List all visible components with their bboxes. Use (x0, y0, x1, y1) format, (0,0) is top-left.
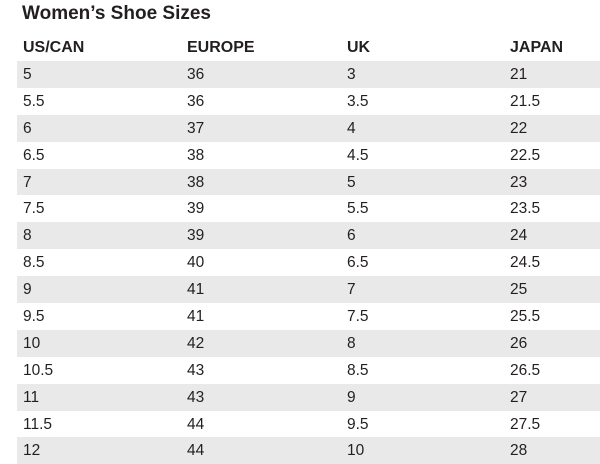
table-cell: 9 (347, 388, 356, 406)
table-cell: 44 (187, 442, 205, 460)
table-cell: 22.5 (510, 146, 541, 164)
table-cell: 43 (187, 388, 205, 406)
table-row: 11 43 9 27 (17, 383, 600, 411)
table-cell: 10 (347, 442, 365, 460)
table-cell: 8 (347, 334, 356, 352)
table-cell: 41 (187, 281, 205, 299)
table-cell: 24.5 (510, 254, 541, 272)
title: Women’s Shoe Sizes (22, 3, 211, 24)
table-cell: 5 (23, 66, 32, 83)
table-cell: 11.5 (23, 415, 53, 433)
table-row: 8 39 6 24 (17, 222, 600, 250)
table-row: 9 41 7 25 (17, 276, 600, 304)
table-cell: 5.5 (23, 92, 45, 110)
table-cell: 25.5 (510, 308, 541, 326)
table-row: 11.5 44 9.5 27.5 (17, 411, 600, 438)
table-row: 6.5 38 4.5 22.5 (17, 142, 600, 169)
table-row: 10.5 43 8.5 26.5 (17, 357, 600, 384)
table-row: 7 38 5 23 (17, 168, 600, 196)
table-cell: 24 (510, 227, 528, 245)
table-cell: 9.5 (347, 415, 369, 433)
table-cell: 4.5 (347, 146, 369, 164)
table-cell: 7.5 (23, 200, 45, 218)
column-header: UK (347, 39, 371, 56)
table-cell: 28 (510, 442, 528, 460)
table-cell: 3 (347, 66, 356, 83)
column-header: US/CAN (23, 39, 85, 56)
table-cell: 27 (510, 388, 528, 406)
table-cell: 8.5 (23, 254, 45, 272)
table-row: 5 36 3 21 (17, 61, 600, 88)
table-cell: 8 (23, 227, 32, 245)
table-cell: 23.5 (510, 200, 541, 218)
size-table: US/CAN EUROPE UK JAPAN 5 36 3 21 5.5 36 3.5 21.5 6 37… (17, 34, 600, 464)
table-cell: 27.5 (510, 415, 541, 433)
table-cell: 5 (347, 173, 356, 191)
table-cell: 44 (187, 415, 205, 433)
table-cell: 9.5 (23, 308, 45, 326)
table-cell: 4 (347, 119, 356, 137)
table-row: 10 42 8 26 (17, 329, 600, 357)
table-cell: 26 (510, 334, 528, 352)
table-cell: 6 (23, 119, 32, 137)
table-cell: 11 (23, 388, 40, 406)
table-row: 5.5 36 3.5 21.5 (17, 88, 600, 115)
table-cell: 43 (187, 361, 205, 379)
table-cell: 7 (347, 281, 356, 299)
table-cell: 9 (23, 281, 32, 299)
table-cell: 6.5 (347, 254, 369, 272)
table-cell: 8.5 (347, 361, 369, 379)
column-header: EUROPE (187, 39, 255, 56)
table-row: 8.5 40 6.5 24.5 (17, 249, 600, 276)
table-cell: 10 (23, 334, 41, 352)
table-cell: 26.5 (510, 361, 541, 379)
table-cell: 38 (187, 173, 205, 191)
table-cell: 7 (23, 173, 32, 191)
header-row: US/CAN EUROPE UK JAPAN (17, 34, 600, 61)
table-cell: 41 (187, 308, 205, 326)
table-cell: 38 (187, 146, 205, 164)
table-cell: 12 (23, 442, 41, 460)
table-cell: 6.5 (23, 146, 45, 164)
table-row: 7.5 39 5.5 23.5 (17, 195, 600, 222)
table-cell: 36 (187, 92, 205, 110)
table-cell: 23 (510, 173, 528, 191)
table-cell: 37 (187, 119, 205, 137)
table-cell: 42 (187, 334, 205, 352)
table-cell: 21.5 (510, 92, 541, 110)
table-cell: 22 (510, 119, 528, 137)
table-cell: 6 (347, 227, 356, 245)
table-row: 6 37 4 22 (17, 114, 600, 142)
column-header: JAPAN (510, 39, 564, 56)
table-row: 9.5 41 7.5 25.5 (17, 303, 600, 330)
table-cell: 21 (510, 66, 528, 83)
table-cell: 39 (187, 200, 205, 218)
table-cell: 10.5 (23, 361, 54, 379)
table-cell: 7.5 (347, 308, 369, 326)
table-cell: 25 (510, 281, 528, 299)
table-cell: 40 (187, 254, 205, 272)
table-cell: 36 (187, 66, 205, 83)
table-cell: 39 (187, 227, 205, 245)
table-cell: 5.5 (347, 200, 369, 218)
table-cell: 3.5 (347, 92, 369, 110)
table-row: 12 44 10 28 (17, 437, 600, 464)
